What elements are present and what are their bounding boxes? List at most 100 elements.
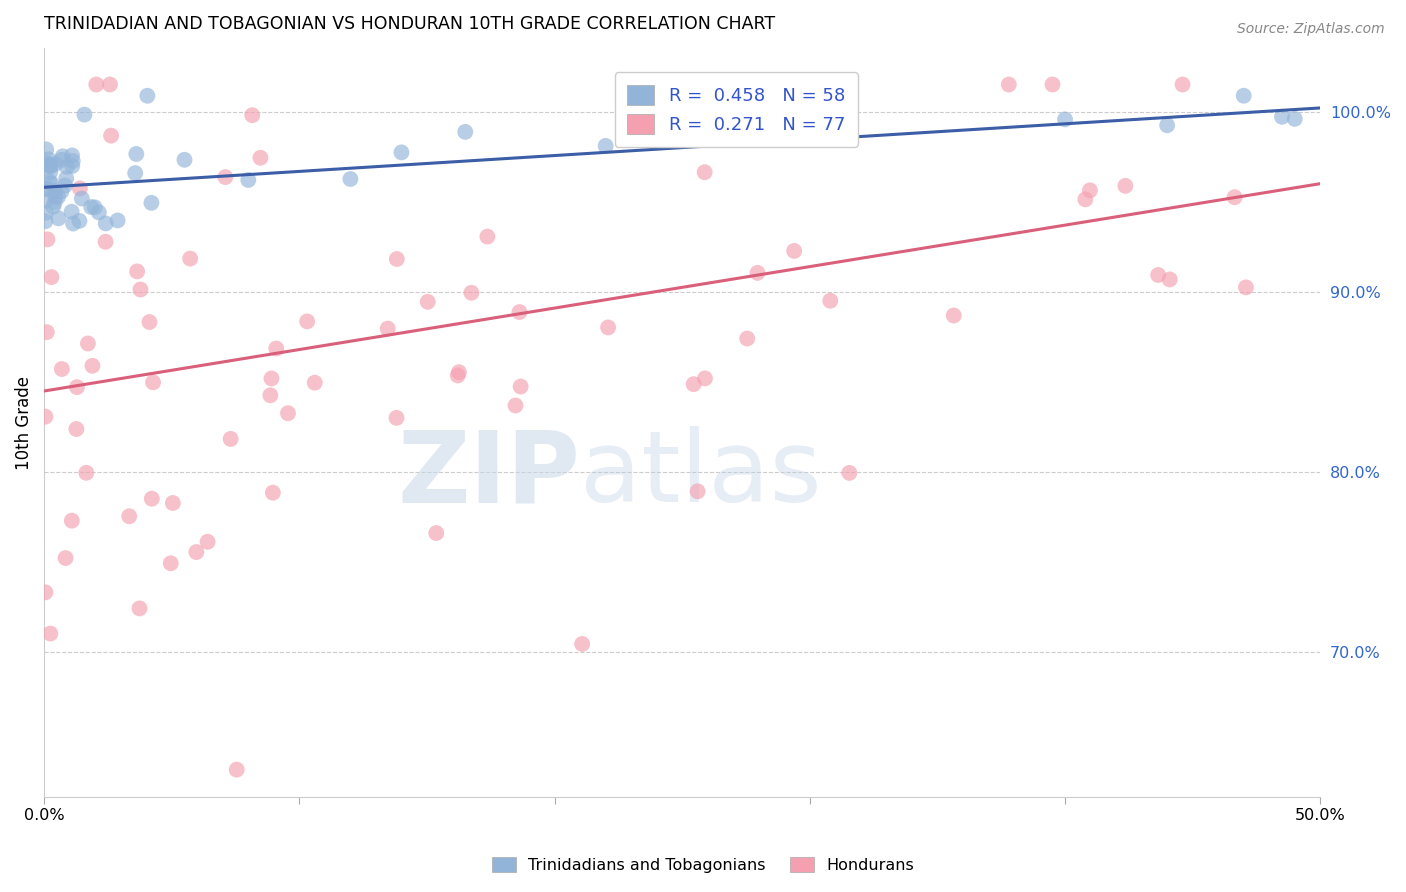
Point bbox=[416, 294, 439, 309]
Point bbox=[80, 200, 103, 214]
Point bbox=[391, 145, 413, 160]
Point bbox=[39, 626, 62, 640]
Point bbox=[62, 153, 84, 168]
Point bbox=[67, 214, 90, 228]
Point bbox=[53, 178, 76, 193]
Point bbox=[735, 332, 758, 346]
Point bbox=[129, 283, 152, 297]
Point bbox=[141, 491, 163, 506]
Point bbox=[141, 195, 163, 210]
Point bbox=[799, 98, 821, 112]
Point bbox=[838, 466, 860, 480]
Point bbox=[94, 216, 117, 230]
Point bbox=[41, 177, 63, 191]
Point bbox=[696, 131, 718, 145]
Point bbox=[38, 160, 60, 174]
Point bbox=[51, 185, 73, 199]
Point bbox=[55, 171, 77, 186]
Point bbox=[1284, 112, 1306, 126]
Point bbox=[127, 264, 149, 278]
Point bbox=[94, 235, 117, 249]
Point bbox=[477, 229, 499, 244]
Legend: Trinidadians and Tobagonians, Hondurans: Trinidadians and Tobagonians, Hondurans bbox=[485, 851, 921, 880]
Point bbox=[128, 601, 150, 615]
Point bbox=[84, 78, 107, 92]
Point bbox=[60, 514, 83, 528]
Point bbox=[60, 148, 83, 162]
Point bbox=[240, 108, 263, 122]
Point bbox=[1271, 110, 1294, 124]
Point bbox=[73, 108, 96, 122]
Point bbox=[124, 166, 146, 180]
Point bbox=[264, 342, 287, 356]
Point bbox=[693, 165, 716, 179]
Point bbox=[571, 637, 593, 651]
Point bbox=[295, 314, 318, 328]
Point bbox=[35, 205, 58, 219]
Point bbox=[385, 252, 408, 266]
Text: TRINIDADIAN AND TOBAGONIAN VS HONDURAN 10TH GRADE CORRELATION CHART: TRINIDADIAN AND TOBAGONIAN VS HONDURAN 1… bbox=[44, 15, 775, 33]
Point bbox=[51, 153, 73, 167]
Point bbox=[35, 142, 58, 156]
Point bbox=[1078, 183, 1101, 197]
Point bbox=[197, 534, 219, 549]
Point bbox=[1171, 78, 1194, 92]
Point bbox=[509, 379, 531, 393]
Point bbox=[262, 485, 284, 500]
Point bbox=[35, 325, 58, 339]
Point bbox=[38, 153, 60, 167]
Point bbox=[38, 158, 60, 172]
Point bbox=[454, 125, 477, 139]
Point bbox=[225, 763, 247, 777]
Point bbox=[142, 376, 165, 390]
Point bbox=[52, 149, 75, 163]
Y-axis label: 10th Grade: 10th Grade bbox=[15, 376, 32, 469]
Point bbox=[820, 293, 842, 308]
Point bbox=[98, 78, 121, 92]
Point bbox=[39, 165, 62, 179]
Point bbox=[214, 170, 236, 185]
Point bbox=[508, 305, 530, 319]
Point bbox=[34, 194, 56, 208]
Point bbox=[259, 388, 281, 402]
Point bbox=[1234, 280, 1257, 294]
Point bbox=[51, 362, 73, 376]
Point bbox=[505, 399, 527, 413]
Point bbox=[55, 551, 77, 566]
Point bbox=[447, 368, 470, 383]
Text: ZIP: ZIP bbox=[398, 426, 581, 524]
Point bbox=[34, 409, 56, 424]
Point bbox=[65, 422, 87, 436]
Point bbox=[82, 359, 104, 373]
Point bbox=[260, 371, 283, 385]
Point bbox=[87, 205, 110, 219]
Point bbox=[460, 285, 482, 300]
Point bbox=[56, 160, 79, 174]
Point bbox=[62, 217, 84, 231]
Point bbox=[304, 376, 326, 390]
Point bbox=[118, 509, 141, 524]
Point bbox=[783, 244, 806, 258]
Point bbox=[1159, 272, 1181, 286]
Point bbox=[447, 365, 470, 379]
Point bbox=[1147, 268, 1170, 282]
Point bbox=[238, 173, 260, 187]
Point bbox=[1114, 178, 1136, 193]
Point bbox=[1223, 190, 1246, 204]
Point bbox=[277, 406, 299, 420]
Point bbox=[682, 377, 704, 392]
Point bbox=[60, 204, 83, 219]
Point bbox=[162, 496, 184, 510]
Point bbox=[66, 380, 89, 394]
Point bbox=[686, 484, 709, 499]
Point bbox=[44, 195, 66, 210]
Point bbox=[942, 309, 965, 323]
Point bbox=[1053, 112, 1076, 127]
Point bbox=[34, 182, 56, 196]
Point bbox=[83, 200, 105, 214]
Point bbox=[70, 192, 93, 206]
Point bbox=[39, 157, 62, 171]
Point bbox=[34, 585, 56, 599]
Text: atlas: atlas bbox=[581, 426, 821, 524]
Point bbox=[107, 213, 129, 227]
